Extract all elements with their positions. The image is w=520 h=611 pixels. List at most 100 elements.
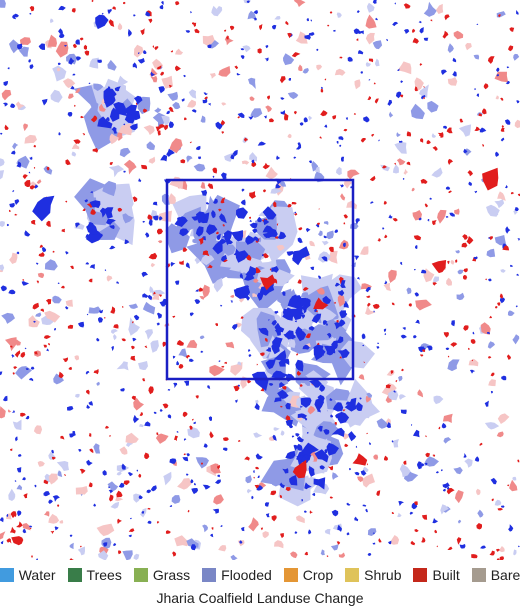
change-patch bbox=[277, 389, 289, 399]
change-patch bbox=[142, 293, 149, 298]
change-patch bbox=[97, 59, 102, 63]
change-patch bbox=[75, 393, 80, 398]
change-patch bbox=[269, 118, 274, 123]
change-patch bbox=[356, 10, 360, 13]
change-patch bbox=[400, 409, 407, 414]
change-patch bbox=[495, 306, 498, 309]
change-patch bbox=[182, 411, 188, 418]
change-patch bbox=[282, 468, 289, 474]
change-patch bbox=[110, 329, 118, 334]
change-patch bbox=[254, 402, 260, 410]
change-patch bbox=[400, 80, 404, 83]
change-patch bbox=[79, 37, 84, 41]
change-patch bbox=[362, 466, 369, 472]
change-patch bbox=[124, 110, 136, 124]
change-patch bbox=[361, 333, 366, 340]
change-patch bbox=[411, 424, 413, 426]
change-patch bbox=[295, 330, 307, 342]
change-patch bbox=[413, 235, 422, 241]
change-patch bbox=[44, 310, 61, 323]
change-patch bbox=[142, 108, 148, 113]
change-patch bbox=[236, 285, 249, 299]
legend-swatch-bare bbox=[471, 568, 486, 582]
change-patch bbox=[307, 405, 316, 415]
change-patch bbox=[58, 28, 63, 35]
change-patch bbox=[149, 286, 154, 293]
change-patch bbox=[265, 359, 276, 370]
change-patch bbox=[154, 46, 159, 51]
change-patch bbox=[388, 540, 392, 545]
change-patch bbox=[60, 435, 65, 440]
change-patch bbox=[277, 231, 287, 240]
change-patch bbox=[399, 394, 406, 400]
change-patch bbox=[462, 234, 468, 240]
change-patch bbox=[506, 66, 510, 69]
change-patch bbox=[117, 75, 129, 86]
change-patch bbox=[359, 397, 362, 400]
change-patch bbox=[279, 180, 287, 187]
change-patch bbox=[355, 445, 358, 448]
change-patch bbox=[20, 351, 26, 358]
change-patch bbox=[392, 218, 398, 222]
change-patch bbox=[93, 443, 101, 454]
change-patch bbox=[398, 501, 404, 506]
change-patch bbox=[51, 456, 56, 460]
change-patch bbox=[344, 397, 357, 412]
change-patch bbox=[82, 208, 86, 211]
change-patch bbox=[159, 124, 165, 128]
change-patch bbox=[211, 527, 214, 530]
landuse-change-map bbox=[0, 0, 520, 560]
change-patch bbox=[459, 118, 464, 123]
change-patch bbox=[414, 501, 418, 506]
change-patch bbox=[420, 138, 424, 143]
change-patch bbox=[419, 63, 423, 66]
change-patch bbox=[317, 222, 320, 226]
change-patch bbox=[357, 476, 364, 483]
change-patch bbox=[331, 340, 338, 351]
change-patch bbox=[245, 475, 252, 484]
change-patch bbox=[441, 422, 447, 429]
change-patch bbox=[90, 191, 93, 194]
change-patch bbox=[111, 346, 114, 352]
change-patch bbox=[57, 67, 61, 72]
change-patch bbox=[207, 264, 213, 269]
change-patch bbox=[437, 132, 444, 138]
change-patch bbox=[500, 505, 505, 508]
change-patch bbox=[343, 242, 346, 248]
change-patch bbox=[432, 146, 438, 151]
change-patch bbox=[408, 303, 412, 307]
change-patch bbox=[308, 32, 315, 36]
change-patch bbox=[207, 44, 212, 49]
change-patch bbox=[71, 151, 77, 157]
change-patch bbox=[448, 190, 452, 194]
change-patch bbox=[423, 97, 425, 100]
change-patch bbox=[482, 143, 485, 147]
change-patch bbox=[356, 277, 360, 280]
change-patch bbox=[65, 159, 71, 166]
change-patch bbox=[348, 431, 357, 442]
change-patch bbox=[69, 432, 76, 438]
change-patch bbox=[334, 282, 341, 287]
change-patch bbox=[515, 305, 518, 308]
change-patch bbox=[410, 103, 425, 120]
change-patch bbox=[176, 360, 180, 366]
change-patch bbox=[372, 40, 383, 50]
change-patch bbox=[25, 368, 30, 370]
change-patch bbox=[388, 214, 393, 219]
change-patch bbox=[200, 115, 206, 123]
change-patch bbox=[315, 310, 319, 313]
change-patch bbox=[221, 254, 227, 262]
change-patch bbox=[257, 292, 264, 301]
change-patch bbox=[317, 425, 323, 432]
change-patch bbox=[157, 228, 163, 235]
change-patch bbox=[270, 490, 277, 496]
change-patch bbox=[16, 521, 23, 528]
change-patch bbox=[484, 422, 500, 430]
change-patch bbox=[166, 148, 175, 157]
change-patch bbox=[517, 193, 520, 197]
change-patch bbox=[86, 459, 93, 466]
change-patch bbox=[109, 225, 115, 230]
change-patch bbox=[455, 250, 460, 254]
change-patch bbox=[212, 508, 219, 514]
change-patch bbox=[43, 491, 51, 497]
